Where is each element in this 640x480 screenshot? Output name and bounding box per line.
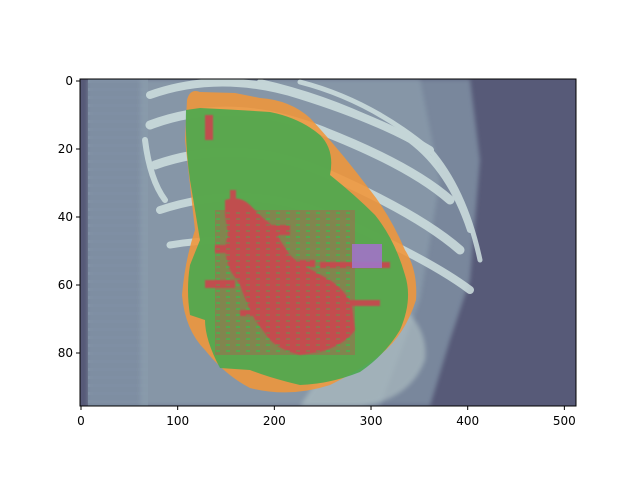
x-tick-label: 400 [456,414,479,428]
x-tick-label: 500 [553,414,576,428]
y-tick-label: 60 [58,278,73,292]
y-tick-label: 20 [58,142,73,156]
x-axis: 0 100 200 300 400 500 [77,406,576,428]
x-tick-label: 100 [166,414,189,428]
image-plot-area [80,79,576,406]
y-axis: 0 20 40 60 80 [58,74,80,360]
x-tick-label: 300 [360,414,383,428]
y-tick-label: 0 [65,74,73,88]
red-texture [215,210,355,355]
x-tick-label: 0 [77,414,85,428]
purple-region [352,244,382,268]
axes-frame [79,78,577,407]
y-tick-label: 80 [58,346,73,360]
x-tick-label: 200 [263,414,286,428]
y-tick-label: 40 [58,210,73,224]
